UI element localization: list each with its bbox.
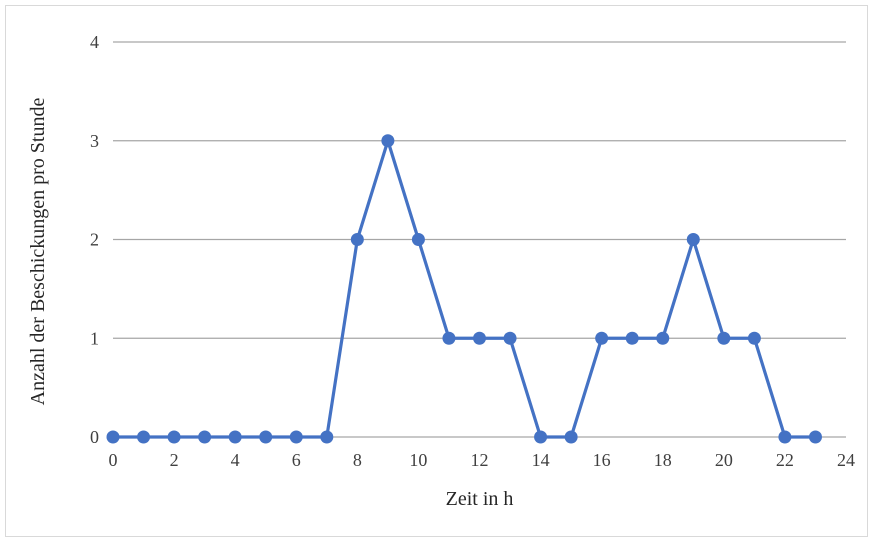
data-point xyxy=(228,430,242,444)
data-point xyxy=(289,430,303,444)
y-tick-label: 3 xyxy=(90,131,99,151)
x-tick-label: 4 xyxy=(231,450,240,470)
y-tick-label: 4 xyxy=(90,32,99,52)
data-point xyxy=(259,430,273,444)
data-point xyxy=(686,233,700,246)
x-tick-label: 14 xyxy=(532,450,550,470)
x-tick-label: 20 xyxy=(715,450,733,470)
y-tick-label: 1 xyxy=(90,328,99,348)
data-point xyxy=(167,430,181,444)
data-point xyxy=(778,430,792,444)
y-tick-label: 0 xyxy=(90,427,99,447)
data-point xyxy=(350,233,364,246)
data-point xyxy=(137,430,151,444)
data-point xyxy=(625,331,639,345)
x-axis-title: Zeit in h xyxy=(446,488,514,510)
x-tick-label: 22 xyxy=(776,450,794,470)
data-point xyxy=(320,430,334,444)
x-tick-label: 24 xyxy=(837,450,855,470)
data-point xyxy=(106,430,120,444)
data-point xyxy=(717,331,731,345)
x-tick-label: 6 xyxy=(292,450,301,470)
x-tick-labels: 0 2 4 6 8 10 12 14 16 18 20 22 24 xyxy=(109,450,856,470)
x-tick-label: 2 xyxy=(170,450,179,470)
data-point xyxy=(747,331,761,345)
data-point xyxy=(411,233,425,246)
x-tick-label: 18 xyxy=(654,450,672,470)
data-point xyxy=(564,430,578,444)
data-point xyxy=(503,331,517,345)
data-point xyxy=(534,430,548,444)
x-tick-label: 16 xyxy=(593,450,611,470)
data-point xyxy=(595,331,609,345)
data-point xyxy=(442,331,456,345)
x-tick-label: 10 xyxy=(409,450,427,470)
x-tick-label: 8 xyxy=(353,450,362,470)
data-point xyxy=(808,430,822,444)
x-tick-label: 0 xyxy=(109,450,118,470)
x-tick-label: 12 xyxy=(471,450,489,470)
data-point xyxy=(381,134,395,148)
y-axis: 0 1 2 3 4 xyxy=(90,32,99,447)
data-point xyxy=(198,430,212,444)
y-axis-title: Anzahl der Beschickungen pro Stunde xyxy=(27,98,49,406)
series xyxy=(106,134,822,444)
data-point xyxy=(473,331,486,345)
series-line xyxy=(111,139,818,439)
data-point xyxy=(656,331,670,345)
gridlines xyxy=(113,41,846,339)
y-tick-label: 2 xyxy=(90,230,99,250)
